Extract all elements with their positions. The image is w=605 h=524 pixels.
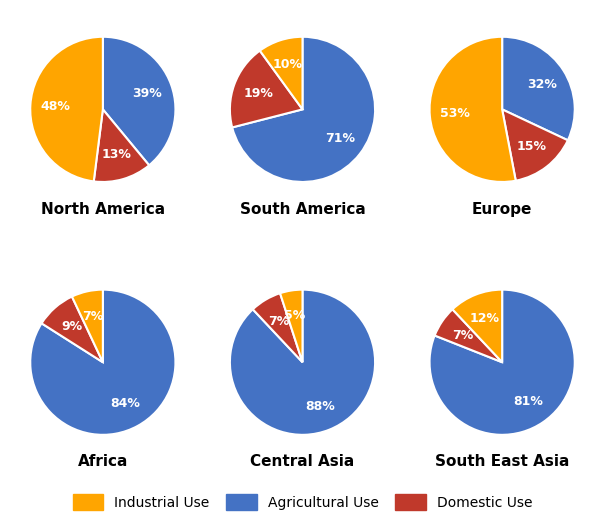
Text: 88%: 88% — [305, 400, 335, 412]
Text: 71%: 71% — [325, 132, 355, 145]
Text: 39%: 39% — [132, 87, 162, 100]
Wedge shape — [30, 290, 175, 435]
Title: South East Asia: South East Asia — [435, 454, 569, 470]
Title: South America: South America — [240, 202, 365, 216]
Title: Africa: Africa — [77, 454, 128, 470]
Text: 53%: 53% — [440, 107, 470, 121]
Wedge shape — [430, 290, 575, 435]
Wedge shape — [72, 290, 103, 362]
Wedge shape — [232, 37, 375, 182]
Wedge shape — [103, 37, 175, 165]
Title: North America: North America — [41, 202, 165, 216]
Wedge shape — [502, 110, 568, 181]
Wedge shape — [30, 37, 103, 181]
Wedge shape — [280, 290, 302, 362]
Wedge shape — [230, 290, 375, 435]
Wedge shape — [260, 37, 302, 110]
Text: 9%: 9% — [61, 320, 82, 333]
Text: 84%: 84% — [111, 397, 140, 410]
Text: 13%: 13% — [101, 148, 131, 161]
Wedge shape — [430, 37, 515, 182]
Legend: Industrial Use, Agricultural Use, Domestic Use: Industrial Use, Agricultural Use, Domest… — [65, 487, 540, 517]
Text: 5%: 5% — [284, 309, 306, 322]
Text: 7%: 7% — [82, 310, 103, 323]
Wedge shape — [434, 309, 502, 362]
Text: 48%: 48% — [41, 100, 71, 113]
Wedge shape — [94, 110, 149, 182]
Wedge shape — [230, 51, 302, 127]
Text: 7%: 7% — [453, 329, 474, 342]
Title: Central Asia: Central Asia — [250, 454, 355, 470]
Wedge shape — [453, 290, 502, 362]
Text: 32%: 32% — [527, 78, 557, 91]
Text: 7%: 7% — [268, 315, 289, 328]
Wedge shape — [253, 293, 302, 362]
Text: 81%: 81% — [514, 395, 544, 408]
Text: 15%: 15% — [516, 140, 546, 153]
Title: Europe: Europe — [472, 202, 532, 216]
Wedge shape — [42, 297, 103, 362]
Wedge shape — [502, 37, 575, 140]
Text: 10%: 10% — [273, 58, 303, 71]
Text: 19%: 19% — [243, 87, 273, 100]
Text: 12%: 12% — [469, 312, 500, 325]
